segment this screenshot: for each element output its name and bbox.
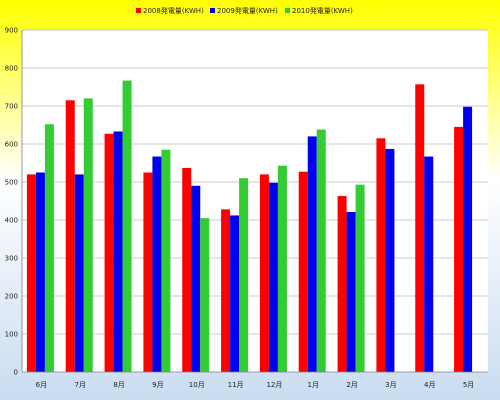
x-tick-label: 6月 <box>36 381 47 389</box>
bar-3-5 <box>200 218 210 372</box>
legend-swatch-3 <box>285 8 290 13</box>
gridlines <box>22 29 488 335</box>
bar-2-10 <box>385 148 395 372</box>
bar-2-11 <box>424 156 434 372</box>
bar-2-3 <box>113 131 123 372</box>
bar-2-6 <box>230 215 240 372</box>
bar-2-2 <box>74 174 84 372</box>
bar-1-1 <box>26 174 36 372</box>
bar-1-4 <box>143 172 153 372</box>
y-tick-label: 600 <box>5 141 18 149</box>
y-tick-label: 700 <box>5 103 18 111</box>
legend-label-1: 2008発電量(KWH) <box>143 6 204 15</box>
x-tick-label: 3月 <box>385 381 396 389</box>
y-tick-label: 400 <box>5 217 18 225</box>
y-tick-labels: 0 100 200 300 400 500 600 700 800 900 <box>5 27 18 377</box>
y-tick-label: 0 <box>14 369 18 377</box>
bar-1-6 <box>221 209 231 372</box>
bar-1-3 <box>104 133 114 372</box>
y-tick-label: 800 <box>5 65 18 73</box>
bar-1-10 <box>376 138 386 372</box>
bar-2-5 <box>191 185 201 372</box>
x-tick-label: 8月 <box>113 381 124 389</box>
bar-1-2 <box>65 100 75 373</box>
x-tick-label: 12月 <box>266 381 282 389</box>
x-tick-label: 7月 <box>75 381 86 389</box>
legend-label-2: 2009発電量(KWH) <box>217 6 278 15</box>
bar-3-8 <box>316 129 326 372</box>
x-tick-label: 10月 <box>189 381 205 389</box>
legend-swatch-1 <box>136 8 141 13</box>
bar-1-9 <box>337 196 347 372</box>
x-tick-label: 2月 <box>346 381 357 389</box>
y-tick-label: 500 <box>5 179 18 187</box>
bar-3-1 <box>44 124 54 373</box>
x-tick-label: 1月 <box>308 381 319 389</box>
bar-1-11 <box>415 84 425 372</box>
bar-3-4 <box>161 149 171 372</box>
y-tick-label: 100 <box>5 331 18 339</box>
y-tick-label: 300 <box>5 255 18 263</box>
bar-1-5 <box>182 167 192 372</box>
bar-2-1 <box>35 172 45 372</box>
x-tick-label: 9月 <box>152 381 163 389</box>
bar-2-8 <box>307 136 317 372</box>
legend-label-3: 2010発電量(KWH) <box>292 6 353 15</box>
bar-2-4 <box>152 156 162 372</box>
x-tick-label: 5月 <box>463 381 474 389</box>
x-tick-labels: 6月 7月 8月 9月 10月 11月 12月 1月 2月 3月 4月 5月 <box>36 381 475 389</box>
bar-3-9 <box>355 184 365 372</box>
x-tick-label: 4月 <box>424 381 435 389</box>
bar-2-9 <box>346 212 356 372</box>
legend-swatch-2 <box>210 8 215 13</box>
y-tick-label: 900 <box>5 27 18 35</box>
bar-1-12 <box>454 126 464 373</box>
bar-3-7 <box>277 165 287 372</box>
y-tick-label: 200 <box>5 293 18 301</box>
axes <box>21 30 488 373</box>
bars <box>26 80 473 373</box>
bar-2-12 <box>463 106 473 372</box>
x-tick-label: 11月 <box>228 381 244 389</box>
bar-1-8 <box>298 171 308 372</box>
bar-1-7 <box>259 174 269 372</box>
bar-3-6 <box>239 178 249 372</box>
bar-2-7 <box>268 182 278 372</box>
bar-3-3 <box>122 80 132 372</box>
bar-3-2 <box>83 98 93 373</box>
plot-area <box>22 30 488 372</box>
legend: 2008発電量(KWH) 2009発電量(KWH) 2010発電量(KWH) <box>136 6 353 15</box>
